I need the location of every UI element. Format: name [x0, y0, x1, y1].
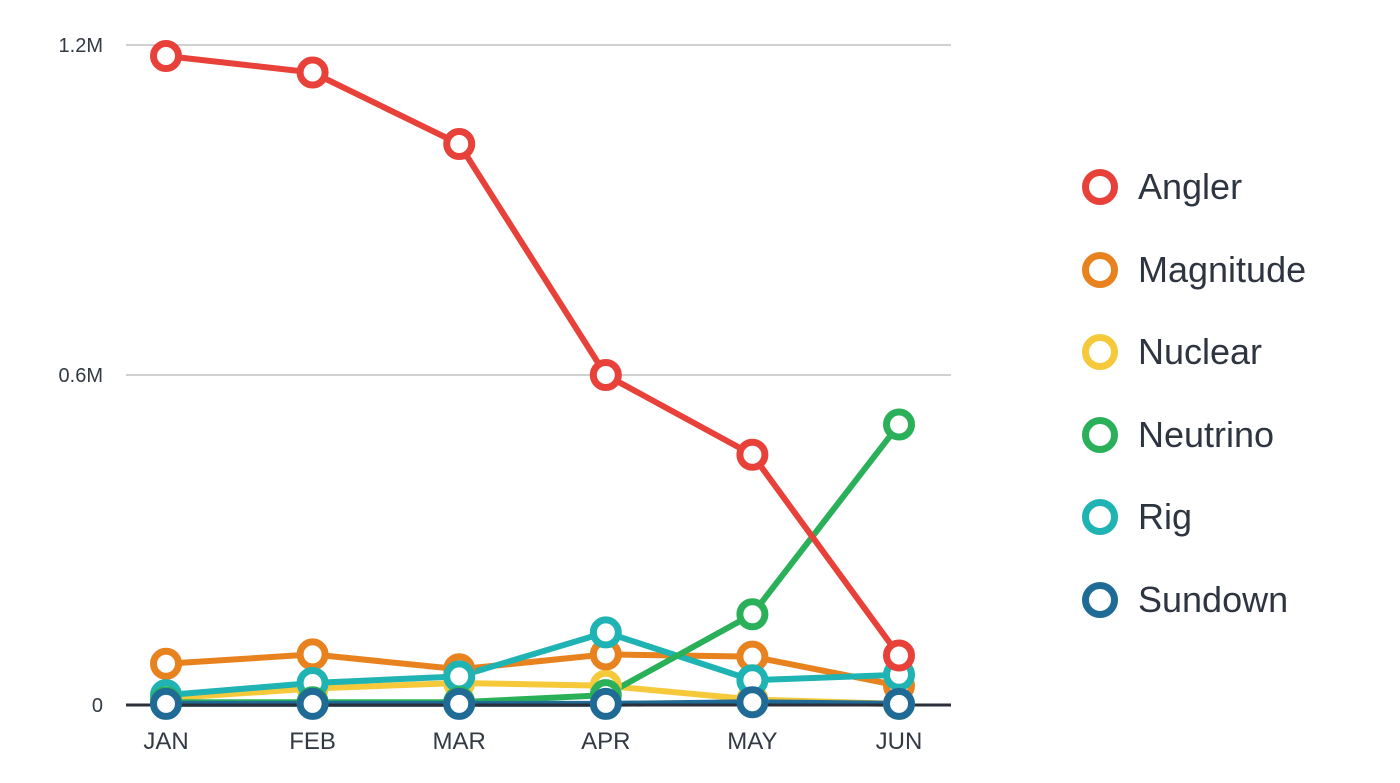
data-point-sundown: [589, 687, 622, 720]
series-line-magnitude: [163, 651, 902, 689]
legend-label: Angler: [1138, 166, 1243, 208]
y-tick-label: 0.6M: [59, 365, 103, 387]
data-point-magnitude: [296, 638, 329, 671]
legend-label: Neutrino: [1138, 413, 1275, 455]
x-tick-label: MAR: [433, 728, 486, 755]
data-point-neutrino: [883, 408, 915, 441]
legend-marker-icon: [1082, 169, 1118, 206]
legend-item-nuclear: Nuclear: [1082, 311, 1382, 394]
legend-label: Rig: [1138, 496, 1193, 538]
data-point-angler: [296, 56, 329, 89]
series-lines: [163, 53, 902, 707]
legend-label: Magnitude: [1138, 248, 1307, 290]
x-tick-label: FEB: [289, 728, 336, 755]
y-axis-ticks: 0 0.6M 1.2M: [59, 35, 103, 717]
series-line-rig: [163, 629, 902, 699]
y-tick-label: 0: [92, 695, 103, 717]
legend-marker-icon: [1082, 251, 1118, 288]
series-points: [150, 40, 915, 720]
data-point-sundown: [296, 687, 329, 720]
legend-marker-icon: [1082, 334, 1118, 371]
legend-marker-icon: [1082, 499, 1118, 536]
data-point-angler: [150, 40, 182, 72]
data-point-neutrino: [736, 598, 769, 631]
data-point-angler: [883, 639, 915, 672]
x-axis-ticks: JAN FEB MAR APR MAY JUN: [143, 728, 922, 755]
data-point-angler: [589, 359, 622, 391]
legend-marker-icon: [1082, 581, 1118, 618]
legend-item-angler: Angler: [1082, 146, 1382, 229]
data-point-sundown: [150, 687, 182, 720]
data-point-sundown: [883, 687, 915, 720]
data-point-rig: [443, 660, 476, 693]
data-point-angler: [443, 128, 476, 160]
data-point-sundown: [736, 686, 769, 719]
legend-item-neutrino: Neutrino: [1082, 394, 1382, 477]
gridlines: [126, 44, 951, 376]
x-tick-label: APR: [581, 728, 630, 755]
legend-item-magnitude: Magnitude: [1082, 229, 1382, 312]
x-tick-label: JUN: [876, 728, 923, 755]
legend-marker-icon: [1082, 416, 1118, 453]
legend-item-sundown: Sundown: [1082, 559, 1382, 642]
legend-item-rig: Rig: [1082, 476, 1382, 559]
data-point-rig: [589, 616, 622, 649]
legend-label: Sundown: [1138, 578, 1289, 620]
legend-label: Nuclear: [1138, 331, 1263, 373]
legend: Angler Magnitude Nuclear Neutrino Rig Sundown: [1082, 146, 1382, 641]
data-point-magnitude: [150, 647, 182, 680]
series-line-angler: [163, 53, 902, 659]
x-tick-label: MAY: [727, 728, 777, 755]
y-tick-label: 1.2M: [59, 35, 103, 57]
data-point-sundown: [443, 687, 476, 720]
data-point-angler: [736, 438, 769, 471]
x-tick-label: JAN: [143, 728, 188, 755]
series-layer: [126, 40, 951, 720]
